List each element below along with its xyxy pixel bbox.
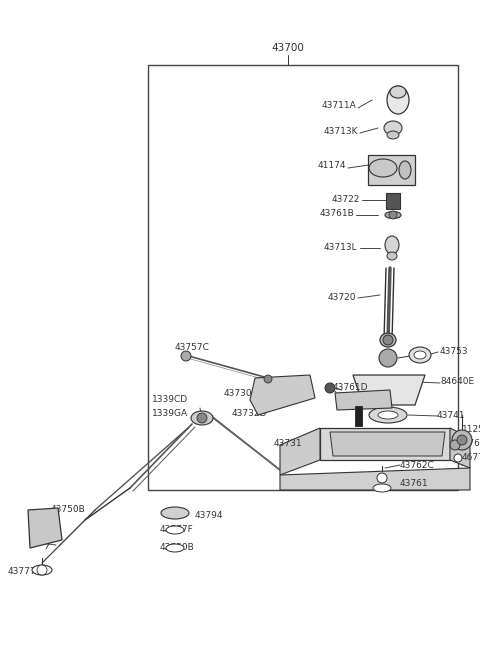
Circle shape: [181, 351, 191, 361]
Text: 43777F: 43777F: [160, 525, 194, 534]
Text: 43731: 43731: [274, 438, 302, 447]
Polygon shape: [320, 428, 450, 460]
Bar: [386, 193, 400, 209]
Text: 1125KG: 1125KG: [462, 426, 480, 434]
Text: 43722: 43722: [332, 195, 360, 204]
Text: 43743D: 43743D: [350, 392, 385, 402]
Text: 43761D: 43761D: [333, 383, 369, 392]
Text: 43720: 43720: [327, 293, 356, 303]
Ellipse shape: [369, 159, 397, 177]
Circle shape: [450, 440, 460, 450]
Circle shape: [37, 565, 47, 575]
Ellipse shape: [387, 131, 399, 139]
Polygon shape: [330, 432, 445, 456]
Circle shape: [197, 413, 207, 423]
Circle shape: [457, 435, 467, 445]
Text: 41174: 41174: [317, 160, 346, 170]
Ellipse shape: [32, 565, 52, 575]
Circle shape: [379, 349, 397, 367]
Circle shape: [383, 335, 393, 345]
Polygon shape: [250, 375, 315, 415]
Ellipse shape: [384, 121, 402, 135]
Ellipse shape: [390, 86, 406, 98]
Polygon shape: [368, 155, 415, 185]
Ellipse shape: [385, 212, 401, 219]
Text: 43732D: 43732D: [232, 409, 267, 417]
Circle shape: [452, 430, 472, 450]
Ellipse shape: [399, 161, 411, 179]
Ellipse shape: [369, 407, 407, 423]
Polygon shape: [353, 375, 425, 405]
Ellipse shape: [161, 507, 189, 519]
Circle shape: [454, 454, 462, 462]
Text: 43761: 43761: [400, 479, 429, 489]
Ellipse shape: [387, 252, 397, 260]
Circle shape: [325, 383, 335, 393]
Text: 1339CD: 1339CD: [152, 396, 188, 405]
Bar: [355, 406, 362, 426]
Text: 43711A: 43711A: [321, 100, 356, 109]
Text: 43753: 43753: [440, 348, 468, 356]
Text: 46773B: 46773B: [462, 453, 480, 462]
Text: 84640E: 84640E: [440, 377, 474, 386]
Ellipse shape: [387, 86, 409, 114]
Text: 43713L: 43713L: [324, 242, 357, 252]
Ellipse shape: [166, 544, 184, 552]
Text: 43762C: 43762C: [400, 460, 435, 470]
Polygon shape: [280, 428, 320, 475]
Circle shape: [264, 375, 272, 383]
Polygon shape: [450, 428, 470, 468]
Bar: [148, 65, 458, 490]
Polygon shape: [280, 468, 470, 490]
Polygon shape: [28, 508, 62, 548]
Text: 43700: 43700: [272, 43, 304, 53]
Text: 43757C: 43757C: [175, 343, 210, 352]
Circle shape: [389, 211, 397, 219]
Ellipse shape: [409, 347, 431, 363]
Circle shape: [377, 473, 387, 483]
Polygon shape: [335, 390, 392, 410]
Text: 43794: 43794: [195, 512, 224, 521]
Text: 43750B: 43750B: [51, 506, 86, 514]
Text: 1339GA: 1339GA: [152, 409, 188, 417]
Text: 43777F: 43777F: [8, 567, 42, 576]
Text: 43761B: 43761B: [319, 210, 354, 219]
Ellipse shape: [378, 411, 398, 419]
Ellipse shape: [166, 526, 184, 534]
Text: 43750B: 43750B: [160, 544, 195, 553]
Text: 43730E: 43730E: [224, 388, 258, 398]
Ellipse shape: [414, 351, 426, 359]
Ellipse shape: [385, 236, 399, 254]
Ellipse shape: [380, 333, 396, 347]
Text: 43713K: 43713K: [324, 126, 358, 136]
Text: 43741: 43741: [437, 411, 466, 419]
Ellipse shape: [191, 411, 213, 425]
Text: 43762E: 43762E: [458, 440, 480, 449]
Ellipse shape: [373, 484, 391, 492]
